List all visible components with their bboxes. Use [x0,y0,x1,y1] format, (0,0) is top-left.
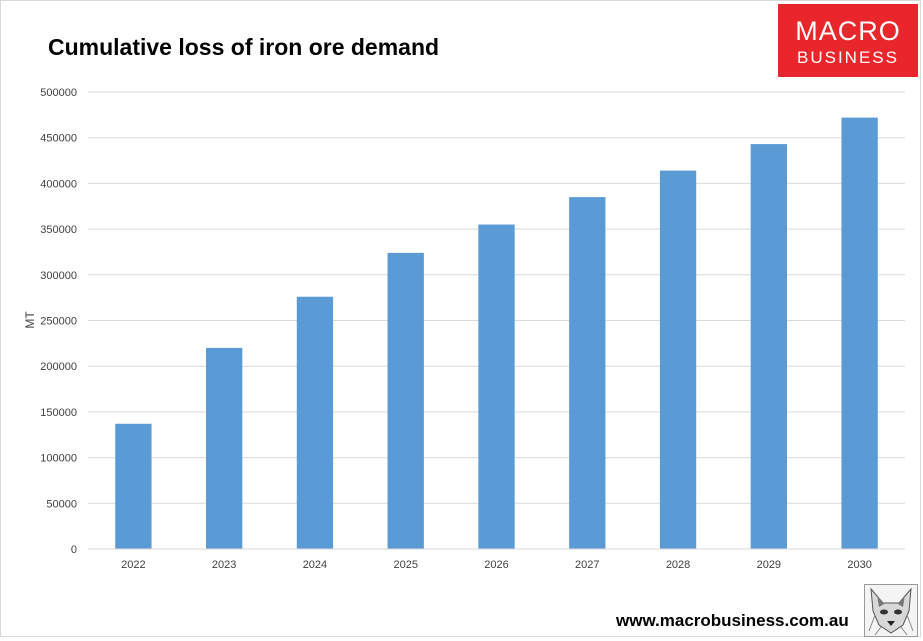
logo-line-1: MACRO [795,16,901,46]
y-tick-label: 150000 [40,407,77,419]
bar-2025 [387,252,424,549]
y-tick-label: 0 [71,544,77,556]
x-tick-label: 2030 [847,559,871,571]
wolf-icon [864,584,918,637]
x-tick-label: 2027 [575,559,599,571]
y-tick-label: 300000 [40,270,77,282]
chart-title: Cumulative loss of iron ore demand [48,34,440,60]
y-tick-label: 500000 [40,87,77,99]
y-tick-label: 100000 [40,453,77,465]
y-tick-label: 200000 [40,361,77,373]
y-axis-title: MT [23,311,37,329]
footer-url: www.macrobusiness.com.au [616,611,849,630]
bar-2023 [206,347,243,549]
y-axis-ticks: 0 50000 100000 150000 200000 250000 300000 3500… [40,87,77,556]
y-tick-label: 250000 [40,316,77,328]
y-tick-label: 50000 [46,498,77,510]
x-tick-label: 2023 [212,559,236,571]
bar-2028 [659,170,697,549]
x-tick-label: 2029 [757,559,781,571]
x-tick-label: 2024 [303,559,327,571]
bar-2026 [478,224,515,549]
bar-2022 [115,423,152,549]
y-tick-label: 400000 [40,178,77,190]
x-tick-label: 2026 [484,559,508,571]
bar-2027 [569,197,606,550]
bar-2030 [841,117,878,549]
macrobusiness-logo: MACRO BUSINESS [778,4,918,77]
bar-2029 [750,144,787,549]
y-tick-label: 350000 [40,224,77,236]
logo-line-2: BUSINESS [797,48,899,67]
x-tick-label: 2025 [393,559,417,571]
x-tick-label: 2022 [121,559,145,571]
x-axis-ticks: 2022 2023 2024 2025 2026 2027 2028 2029 2030 [121,559,872,571]
x-tick-label: 2028 [666,559,690,571]
bar-2024 [296,296,334,549]
y-tick-label: 450000 [40,133,77,145]
bars [115,117,878,550]
